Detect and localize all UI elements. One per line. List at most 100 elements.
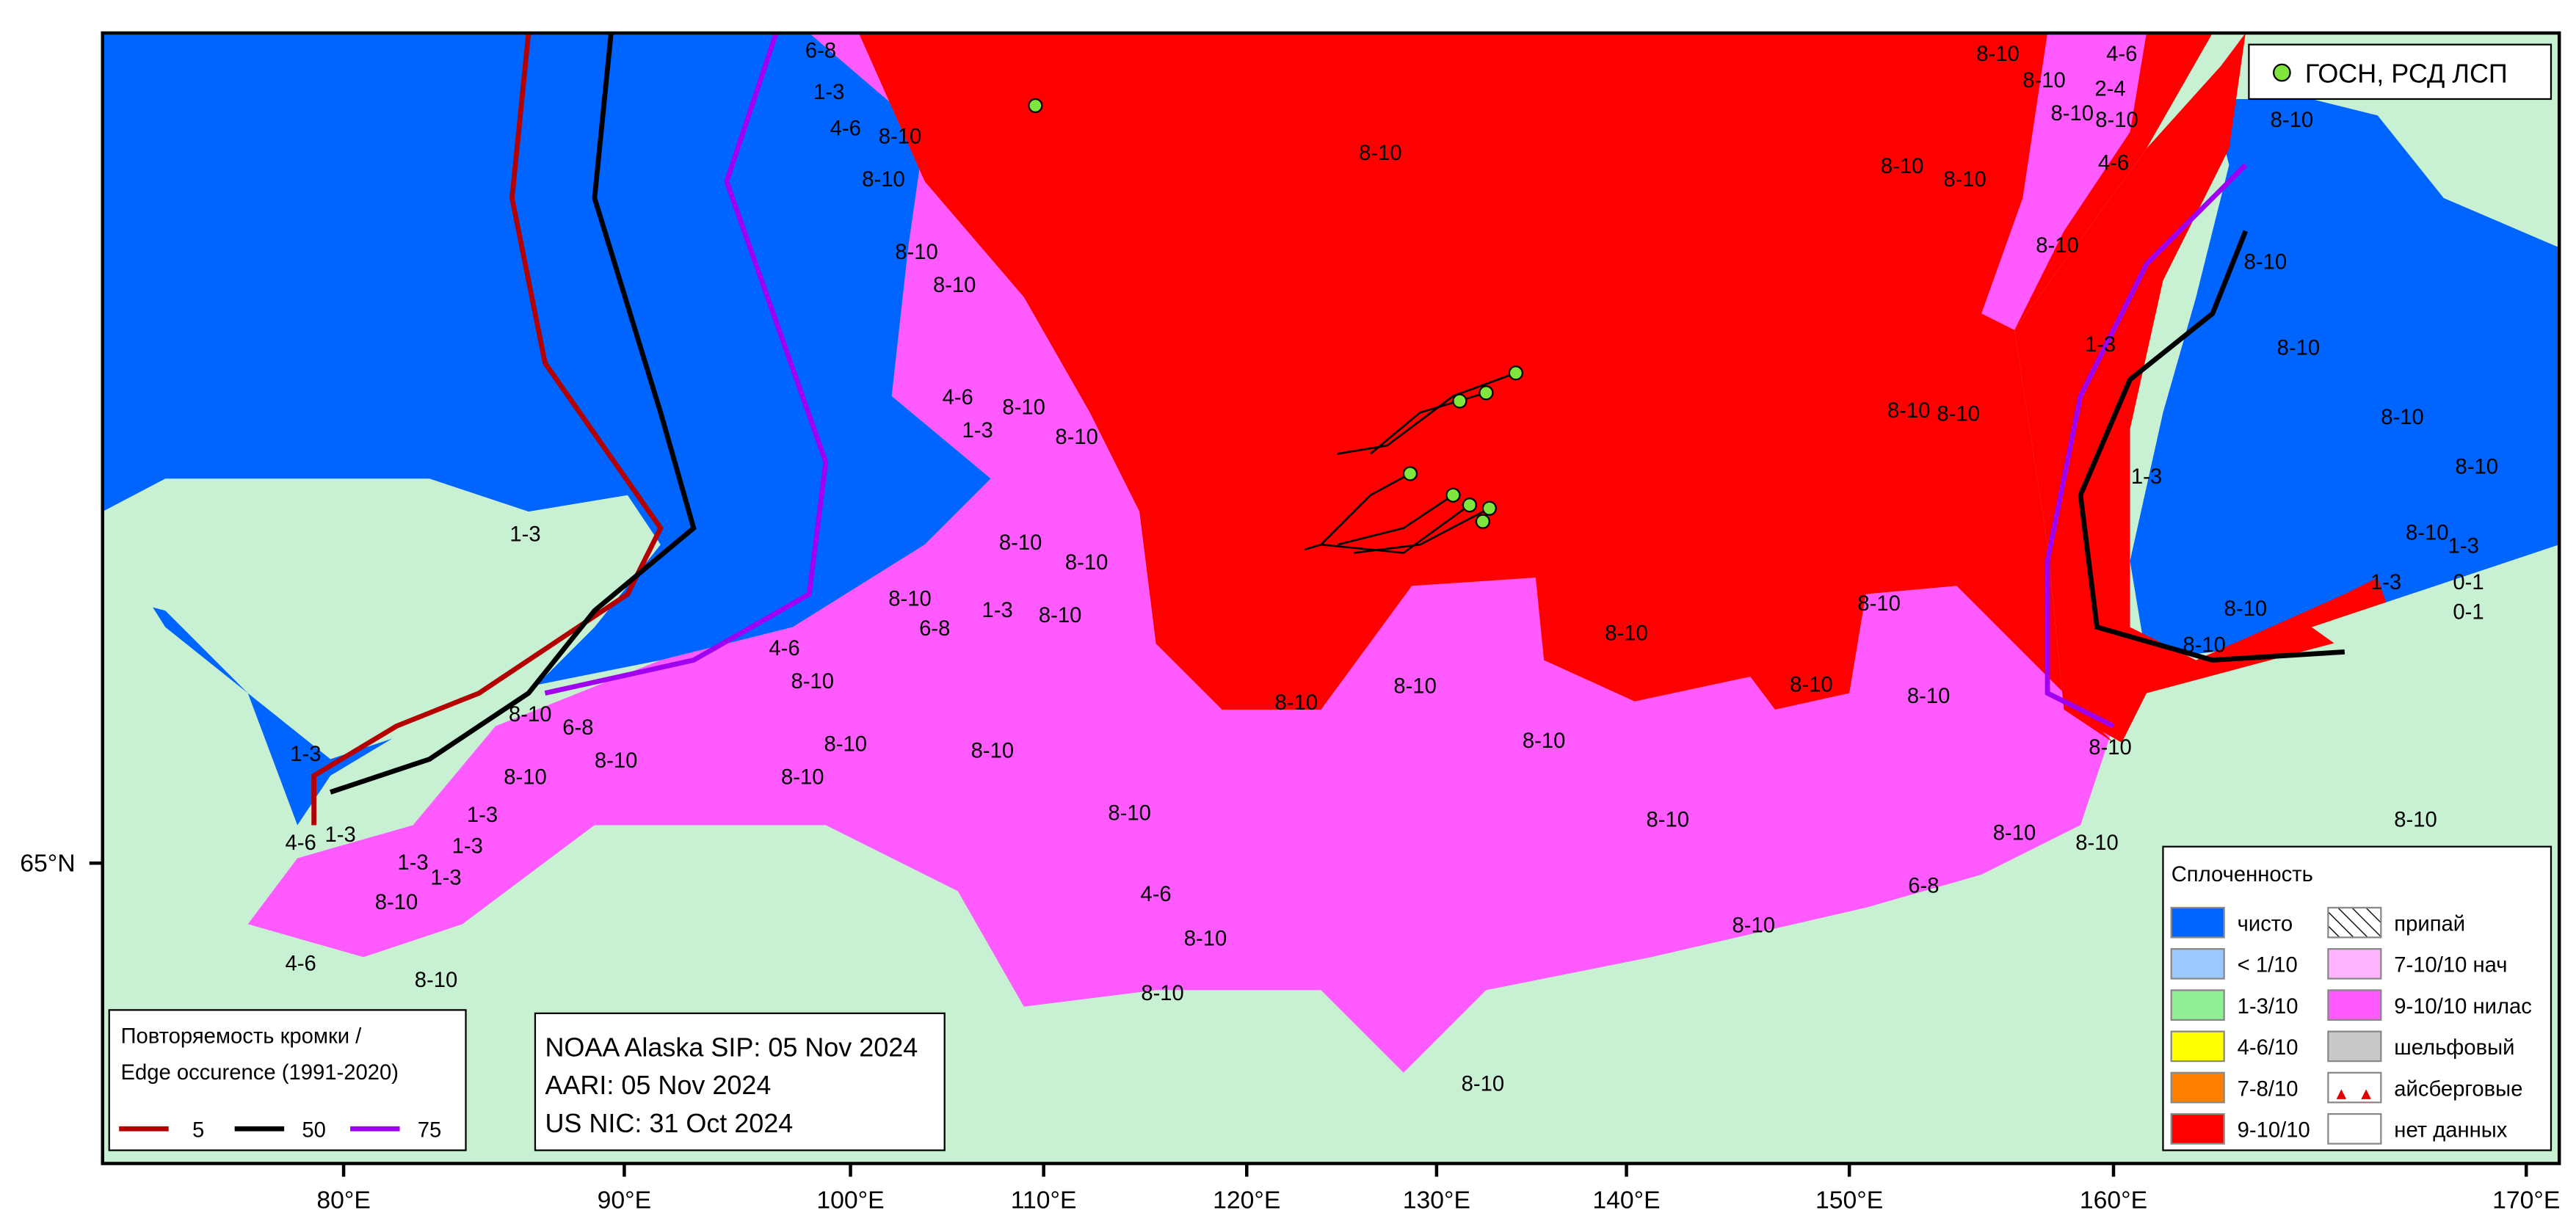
ice-label: 1-3 (452, 835, 483, 859)
legend-label: припай (2394, 912, 2465, 936)
ice-label: 8-10 (1359, 142, 1401, 165)
lat-label: 65°N (20, 849, 75, 877)
ice-label: 8-10 (888, 587, 931, 611)
edge-5 (311, 32, 664, 826)
legend-swatch (2327, 948, 2382, 980)
ice-label: 0-1 (2453, 600, 2484, 624)
legend-swatch (2170, 948, 2225, 980)
ice-label: 8-10 (1462, 1073, 1504, 1096)
ice-label: 4-6 (830, 117, 861, 140)
legend-swatch (2170, 1071, 2225, 1104)
buoys (1028, 98, 1523, 529)
ice-label: 8-10 (1065, 551, 1108, 575)
edge-label: 75 (418, 1119, 442, 1143)
ice-label: 8-10 (1993, 822, 2036, 845)
ice-label: 8-10 (2277, 337, 2320, 360)
lon-label: 140°E (1592, 1186, 1660, 1213)
ice-label: 4-6 (2106, 43, 2137, 66)
lon-label: 80°E (316, 1186, 370, 1213)
ice-label: 8-10 (2244, 251, 2287, 274)
ice-label: 8-10 (879, 125, 921, 149)
lon-label: 130°E (1403, 1186, 1470, 1213)
ice-label: 1-3 (2085, 333, 2116, 357)
ice-label: 1-3 (813, 81, 844, 104)
ice-label: 8-10 (2036, 234, 2078, 258)
ice-label: 1-3 (2448, 534, 2479, 558)
ice-label: 1-3 (467, 804, 498, 827)
edge-75-east (2045, 163, 2248, 729)
ice-label: 8-10 (1141, 982, 1183, 1005)
taymyr (102, 478, 661, 760)
legend-label: айсберговые (2394, 1077, 2522, 1101)
ice-label: 8-10 (781, 765, 824, 789)
top-legend-label: ГОСН, РСД ЛСП (2305, 58, 2508, 88)
edge-75 (544, 32, 829, 696)
legend-swatch (2327, 989, 2382, 1021)
legend-swatch (2327, 1030, 2382, 1063)
iceberg-mark (2361, 1089, 2371, 1099)
edge-50 (330, 32, 697, 795)
ice-label: 8-10 (2456, 455, 2498, 478)
lon-label: 100°E (816, 1186, 884, 1213)
edge-title: Повторяемость кромки / (120, 1024, 362, 1048)
ice-label: 8-10 (375, 891, 418, 914)
ice-label: 8-10 (2051, 102, 2094, 125)
nilas-north (1981, 32, 2147, 330)
ice-label: 8-10 (1605, 622, 1647, 646)
ice-label: 8-10 (2394, 809, 2437, 832)
ice-label: 8-10 (509, 703, 551, 726)
ice-label: 1-3 (290, 743, 321, 766)
ice-label: 8-10 (1108, 802, 1150, 826)
ice-label: 6-8 (562, 716, 593, 740)
legend-swatch (2327, 1112, 2382, 1145)
ice-label: 8-10 (791, 670, 834, 693)
ice-label: 8-10 (1039, 604, 1081, 627)
lon-label: 90°E (598, 1186, 651, 1213)
concentration-legend: Сплоченность чисто < 1/10 1-3/10 4-6/10 7-8/… (2162, 845, 2553, 1151)
ice-label: 8-10 (1907, 685, 1950, 708)
iceberg-mark (2336, 1089, 2347, 1099)
ice-label: 8-10 (999, 531, 1042, 555)
ice-label: 8-10 (2406, 521, 2448, 544)
ice-label: 8-10 (1857, 592, 1900, 616)
legend-swatch (2327, 906, 2382, 939)
lon-label: 120°E (1213, 1186, 1280, 1213)
lon-label: 160°E (2080, 1186, 2147, 1213)
ice-label: 8-10 (1002, 396, 1045, 419)
legend-label: 1-3/10 (2238, 995, 2299, 1019)
edge-legend: Повторяемость кромки / Edge occurence (1… (108, 1009, 467, 1151)
young-ice (247, 32, 2114, 1073)
ice-label: 1-3 (2131, 465, 2162, 489)
legend-label: 9-10/10 нилас (2394, 995, 2532, 1019)
ice-label: 8-10 (1976, 43, 2019, 66)
legend-swatch (2327, 1071, 2382, 1104)
ice-label: 8-10 (1184, 928, 1227, 951)
ice-label: 8-10 (2075, 831, 2118, 855)
edge-label: 5 (192, 1119, 204, 1143)
ice-label: 8-10 (1393, 675, 1436, 699)
ice-label: 1-3 (430, 866, 461, 889)
ice-label: 8-10 (1647, 809, 1689, 832)
edge-label: 50 (302, 1119, 326, 1143)
ice-label: 1-3 (324, 823, 355, 847)
lon-labels: 80°E 90°E 100°E 110°E 120°E 130°E 140°E 150°E 16… (316, 1163, 2560, 1213)
edge-50-east (2078, 230, 2345, 663)
ice-label: 1-3 (509, 523, 540, 547)
ice-label: 8-10 (862, 168, 904, 192)
ice-label: 8-10 (1943, 168, 1986, 192)
ice-label: 4-6 (1140, 883, 1171, 906)
ice-labels: 6-8 1-3 4-6 8-10 8-10 8-10 8-10 4-6 8-10 1-3 8-10 8… (285, 40, 2498, 1096)
info-box: NOAA Alaska SIP: 05 Nov 2024 AARI: 05 No… (534, 1012, 946, 1151)
ice-label: 8-10 (2224, 597, 2267, 621)
legend-swatch (2170, 906, 2225, 939)
ice-label: 8-10 (504, 765, 546, 789)
ice-label: 6-8 (805, 40, 836, 63)
ice-label: 8-10 (971, 739, 1014, 762)
ice-label: 8-10 (895, 241, 937, 264)
ice-label: 8-10 (1523, 729, 1565, 753)
close-ice (858, 32, 2213, 743)
ice-label: 4-6 (943, 386, 973, 409)
ice-label: 2-4 (2094, 77, 2125, 101)
legend-swatch (2170, 1030, 2225, 1063)
